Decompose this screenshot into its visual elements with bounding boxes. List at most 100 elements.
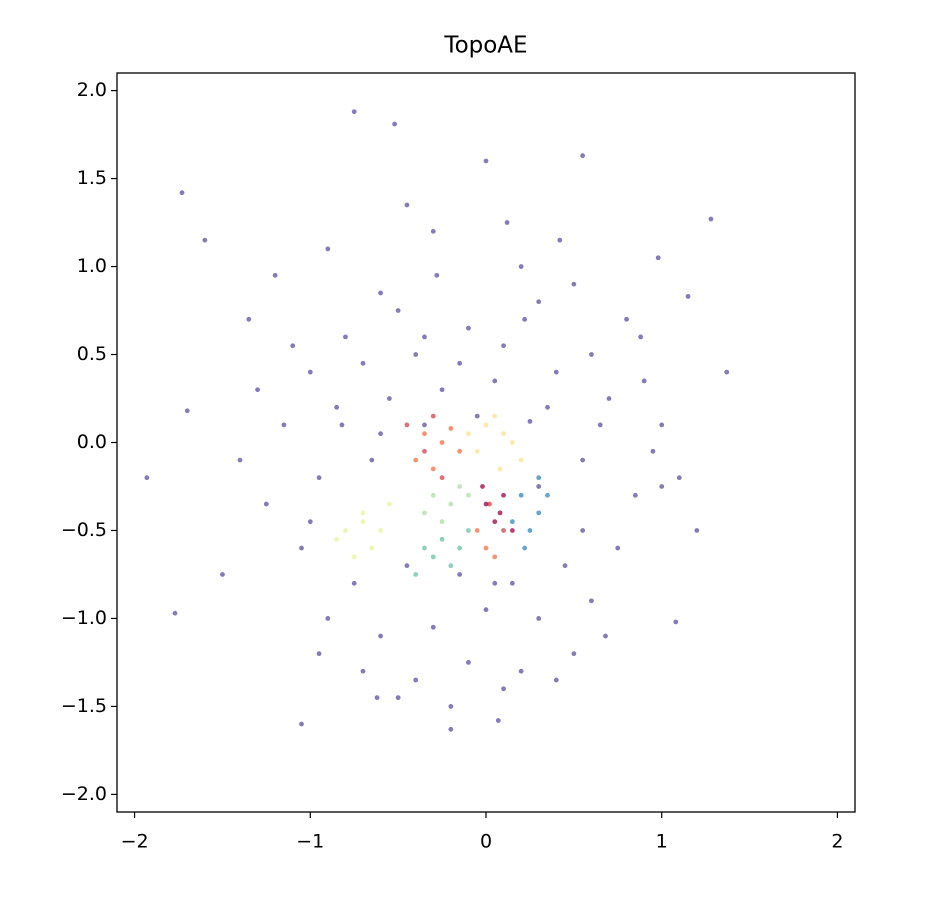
- point: [483, 158, 489, 164]
- point: [659, 484, 665, 489]
- point: [378, 633, 383, 639]
- x-tick-label: −1: [296, 831, 324, 853]
- point: [466, 492, 471, 498]
- point: [413, 457, 419, 463]
- point: [497, 466, 503, 472]
- point: [325, 616, 331, 621]
- point: [501, 343, 506, 349]
- point: [659, 422, 665, 428]
- point: [430, 466, 436, 472]
- point: [492, 413, 498, 419]
- point: [430, 413, 436, 419]
- point: [334, 536, 340, 542]
- point: [655, 255, 661, 261]
- point: [676, 475, 682, 481]
- point: [632, 492, 638, 498]
- point: [509, 440, 515, 445]
- point: [422, 510, 427, 516]
- point: [299, 545, 304, 551]
- point: [255, 387, 260, 393]
- point: [448, 563, 454, 569]
- point: [220, 572, 225, 577]
- point: [466, 325, 471, 331]
- point: [480, 484, 485, 489]
- point: [580, 457, 586, 463]
- point: [492, 554, 498, 560]
- point: [343, 528, 348, 533]
- y-tick-label: 1.5: [77, 167, 107, 189]
- point: [439, 440, 445, 445]
- point: [474, 528, 480, 533]
- point: [466, 528, 471, 533]
- point: [430, 554, 436, 560]
- point: [272, 272, 278, 278]
- point: [497, 510, 503, 516]
- point: [724, 369, 730, 375]
- point: [392, 121, 398, 127]
- point: [457, 484, 463, 489]
- point: [466, 660, 471, 665]
- point: [395, 308, 401, 313]
- point: [545, 492, 550, 498]
- point: [474, 413, 480, 419]
- point: [483, 501, 489, 507]
- y-tick-label: −1.0: [61, 607, 107, 629]
- point: [325, 246, 331, 252]
- point: [603, 633, 608, 639]
- x-tick-label: −2: [121, 831, 149, 853]
- point: [299, 721, 304, 727]
- point: [378, 431, 383, 437]
- point: [290, 343, 296, 349]
- point: [571, 651, 577, 657]
- point: [483, 422, 489, 428]
- x-tick-label: 2: [831, 831, 843, 853]
- point: [369, 545, 375, 551]
- point: [580, 528, 586, 533]
- point: [439, 475, 445, 481]
- point: [430, 228, 436, 234]
- y-tick-label: 0.0: [77, 431, 107, 453]
- y-tick-label: −0.5: [61, 519, 107, 541]
- point: [457, 360, 463, 366]
- point: [307, 369, 313, 375]
- point: [492, 519, 498, 525]
- point: [316, 651, 322, 657]
- point: [571, 281, 577, 287]
- plot-area: [144, 109, 730, 732]
- y-tick-label: −1.5: [61, 695, 107, 717]
- point: [374, 695, 380, 701]
- point: [334, 404, 340, 410]
- point: [172, 610, 178, 616]
- point: [638, 334, 644, 340]
- point: [360, 510, 366, 516]
- point: [360, 519, 366, 525]
- y-tick-label: 2.0: [77, 79, 107, 101]
- point: [457, 448, 463, 454]
- point: [422, 422, 427, 428]
- point: [527, 528, 533, 533]
- point: [422, 431, 427, 437]
- y-tick-label: −2.0: [61, 783, 107, 805]
- point: [527, 418, 533, 424]
- point: [179, 190, 185, 196]
- point: [422, 448, 427, 454]
- point: [492, 378, 498, 384]
- point: [694, 528, 700, 533]
- point: [650, 448, 656, 454]
- point: [492, 580, 498, 586]
- axes-frame: [116, 72, 856, 813]
- point: [708, 216, 714, 222]
- point: [536, 475, 542, 481]
- point: [343, 334, 348, 340]
- point: [430, 492, 436, 498]
- point: [553, 369, 559, 375]
- point: [536, 616, 542, 621]
- point: [316, 475, 322, 481]
- point: [307, 519, 313, 525]
- point: [466, 431, 471, 437]
- point: [422, 545, 427, 551]
- point: [501, 492, 506, 498]
- point: [351, 580, 357, 586]
